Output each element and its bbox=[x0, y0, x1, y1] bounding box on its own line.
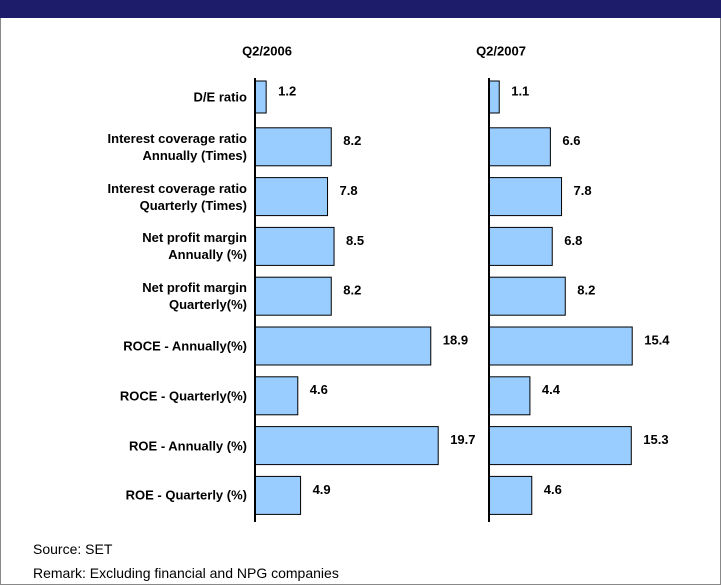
bar bbox=[488, 226, 553, 266]
value-label: 1.1 bbox=[511, 83, 529, 98]
bar bbox=[488, 127, 551, 167]
value-label: 4.4 bbox=[542, 382, 561, 397]
bar bbox=[254, 127, 332, 167]
value-label: 4.6 bbox=[544, 482, 562, 497]
value-label: 8.5 bbox=[346, 233, 364, 248]
value-label: 4.6 bbox=[310, 382, 328, 397]
bar bbox=[488, 276, 566, 316]
panel-title: Q2/2007 bbox=[476, 43, 526, 58]
category-label: Net profit margin Annually (%) bbox=[142, 230, 247, 263]
value-label: 4.9 bbox=[313, 482, 331, 497]
category-label: ROE - Annually (%) bbox=[129, 438, 247, 454]
source: Source: SET bbox=[33, 541, 113, 557]
bar bbox=[254, 326, 432, 366]
bar bbox=[488, 426, 632, 466]
value-label: 15.3 bbox=[643, 432, 668, 447]
category-label: ROCE - Quarterly(%) bbox=[119, 388, 247, 404]
bar bbox=[254, 276, 332, 316]
category-label: D/E ratio bbox=[193, 89, 247, 105]
value-label: 8.2 bbox=[577, 283, 595, 298]
value-label: 7.8 bbox=[340, 183, 358, 198]
bar bbox=[254, 475, 302, 515]
bar bbox=[488, 326, 633, 366]
bar bbox=[254, 80, 267, 114]
value-label: 19.7 bbox=[450, 432, 475, 447]
category-label: Interest coverage ratio Annually (Times) bbox=[107, 130, 247, 163]
bar bbox=[488, 177, 563, 217]
category-label: ROCE - Annually(%) bbox=[123, 338, 247, 354]
bar bbox=[254, 226, 335, 266]
category-label: ROE - Quarterly (%) bbox=[125, 487, 247, 503]
value-label: 15.4 bbox=[644, 332, 670, 347]
bar bbox=[254, 376, 299, 416]
bar bbox=[488, 475, 533, 515]
bar bbox=[254, 426, 439, 466]
bar bbox=[254, 177, 329, 217]
category-label: Interest coverage ratio Quarterly (Times… bbox=[107, 180, 247, 213]
category-label: Net profit margin Quarterly(%) bbox=[142, 280, 247, 313]
value-label: 7.8 bbox=[574, 183, 592, 198]
header-band bbox=[0, 0, 721, 18]
remark: Remark: Excluding financial and NPG comp… bbox=[33, 565, 339, 581]
bar bbox=[488, 80, 500, 114]
value-label: 8.2 bbox=[343, 283, 361, 298]
value-label: 1.2 bbox=[278, 83, 296, 98]
value-label: 6.6 bbox=[562, 133, 580, 148]
panel-title: Q2/2006 bbox=[242, 43, 292, 58]
bar bbox=[488, 376, 531, 416]
value-label: 6.8 bbox=[564, 233, 582, 248]
value-label: 18.9 bbox=[443, 332, 468, 347]
value-label: 8.2 bbox=[343, 133, 361, 148]
